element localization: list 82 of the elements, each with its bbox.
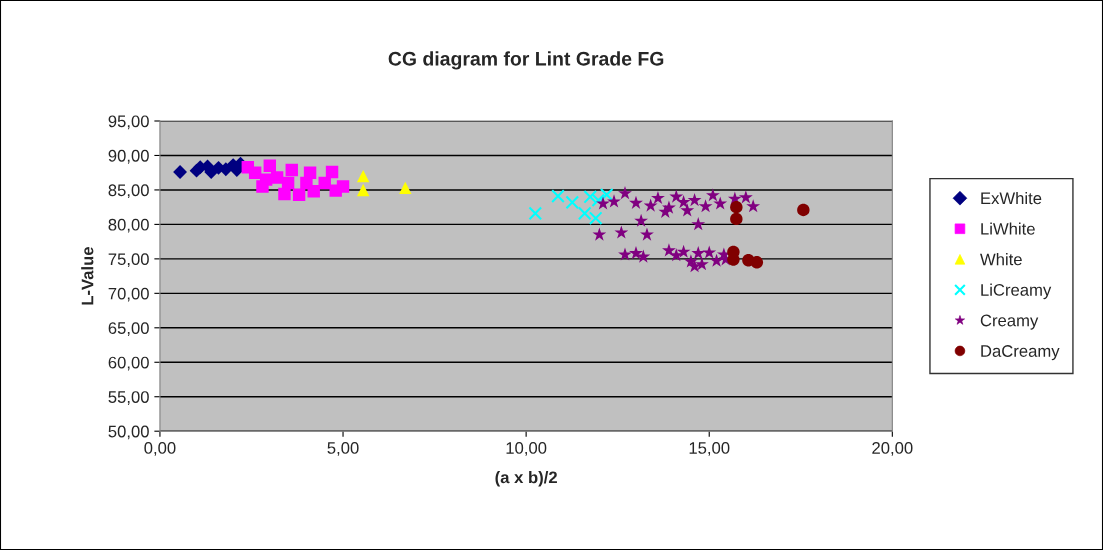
point (636, 249, 651, 263)
legend-label: White (980, 253, 1022, 266)
legend-label: DaCreamy (981, 345, 1060, 361)
point (399, 181, 412, 195)
y-tick-label: 75,00 (108, 253, 149, 268)
point (709, 253, 724, 267)
x-tick-label: 10,00 (506, 442, 547, 456)
x-tick-label: 0,00 (144, 442, 176, 456)
point (629, 195, 643, 209)
y-tick-label: 50,00 (108, 425, 149, 440)
point (698, 199, 713, 213)
point (730, 212, 743, 226)
point (583, 189, 598, 204)
y-tick-label: 95,00 (108, 115, 149, 130)
x-axis-title: (a x b)/2 (495, 471, 557, 487)
point (750, 256, 764, 269)
point (746, 199, 761, 213)
point (336, 180, 350, 193)
point (307, 185, 320, 198)
point (248, 166, 262, 179)
point (599, 187, 614, 202)
point (270, 171, 284, 184)
legend-label: ExWhite (981, 191, 1042, 205)
point (705, 188, 720, 202)
y-tick-label: 85,00 (108, 184, 149, 199)
point (285, 163, 298, 177)
legend-label: LiCreamy (981, 283, 1052, 300)
point (634, 213, 649, 227)
point (356, 169, 370, 183)
point (676, 195, 691, 209)
legend-label: LiWhite (981, 222, 1035, 235)
point (651, 190, 665, 205)
point (687, 259, 702, 273)
point (614, 225, 629, 239)
point (259, 173, 273, 186)
point (591, 193, 606, 208)
point (356, 183, 370, 197)
y-tick-label: 55,00 (108, 391, 149, 405)
point (687, 192, 702, 207)
point (629, 246, 643, 260)
point (713, 196, 728, 210)
legend-label: Creamy (980, 314, 1039, 330)
point (640, 227, 654, 241)
point (676, 244, 691, 258)
point (565, 195, 580, 210)
y-tick-label: 65,00 (108, 322, 149, 336)
point (738, 190, 753, 204)
point (694, 257, 709, 271)
point (528, 206, 543, 221)
point (691, 217, 706, 231)
point (588, 211, 603, 226)
point (596, 196, 610, 210)
point (680, 203, 695, 217)
point (303, 166, 317, 179)
point (730, 200, 743, 214)
point (691, 246, 706, 260)
point (281, 176, 295, 190)
y-tick-label: 70,00 (108, 287, 149, 302)
point (643, 198, 658, 212)
point (551, 189, 565, 203)
y-tick-label: 80,00 (108, 218, 149, 233)
point (662, 243, 676, 257)
x-tick-label: 15,00 (689, 442, 730, 456)
point (325, 165, 339, 179)
y-tick-label: 90,00 (108, 149, 149, 164)
point (173, 165, 188, 179)
x-tick-label: 20,00 (872, 442, 913, 456)
point (278, 187, 291, 201)
point (658, 204, 673, 218)
point (607, 194, 621, 208)
point (592, 227, 607, 241)
point (797, 203, 810, 217)
x-tick-label: 5,00 (327, 442, 359, 456)
y-tick-label: 60,00 (108, 356, 149, 371)
point (702, 245, 717, 259)
point (618, 186, 632, 200)
point (263, 159, 277, 173)
chart-title: CG diagram for Lint Grade FG (388, 51, 664, 70)
point (577, 206, 592, 221)
y-axis-title: L-Value (81, 247, 94, 305)
point (292, 188, 306, 201)
point (618, 247, 632, 261)
